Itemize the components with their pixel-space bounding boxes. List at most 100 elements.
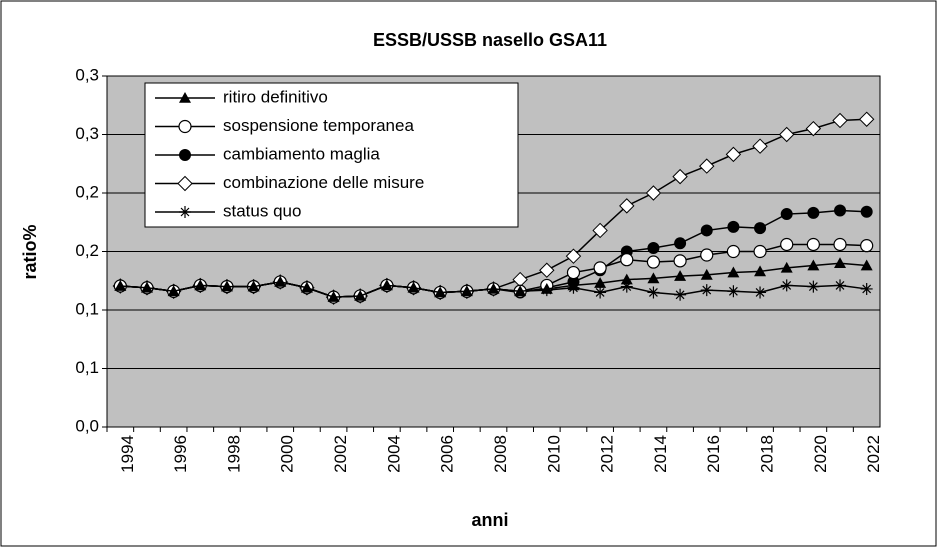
marker bbox=[700, 248, 714, 262]
marker bbox=[594, 286, 607, 299]
marker bbox=[780, 279, 793, 292]
marker bbox=[807, 206, 820, 219]
marker bbox=[834, 204, 847, 217]
x-tick-label: 2012 bbox=[598, 435, 617, 473]
marker bbox=[672, 168, 688, 185]
marker bbox=[752, 138, 768, 154]
marker bbox=[727, 266, 740, 278]
legend-label: cambiamento maglia bbox=[223, 144, 380, 163]
marker bbox=[674, 288, 687, 301]
marker bbox=[647, 241, 660, 254]
y-tick-label: 0,2 bbox=[75, 182, 99, 201]
y-tick-label: 0,2 bbox=[75, 241, 99, 260]
legend-marker bbox=[177, 175, 193, 192]
legend-marker bbox=[179, 206, 191, 218]
marker bbox=[727, 220, 740, 233]
x-tick-label: 1996 bbox=[171, 435, 190, 473]
legend-label: ritiro definitivo bbox=[223, 87, 328, 106]
marker bbox=[806, 237, 820, 252]
marker bbox=[833, 237, 847, 252]
marker bbox=[700, 268, 713, 280]
marker bbox=[140, 281, 153, 293]
marker bbox=[700, 284, 713, 297]
marker bbox=[780, 208, 793, 221]
marker bbox=[407, 281, 420, 293]
marker bbox=[807, 280, 820, 293]
marker bbox=[327, 291, 340, 302]
marker bbox=[807, 259, 820, 271]
marker bbox=[699, 158, 715, 174]
x-tick-label: 2018 bbox=[758, 435, 777, 473]
marker bbox=[725, 146, 742, 163]
x-tick-label: 2014 bbox=[651, 435, 670, 473]
marker bbox=[619, 198, 635, 214]
x-tick-label: 2000 bbox=[278, 435, 297, 473]
marker bbox=[674, 270, 687, 281]
marker bbox=[354, 289, 367, 301]
marker bbox=[514, 285, 527, 297]
x-tick-label: 2006 bbox=[438, 435, 457, 473]
y-tick-label: 0,0 bbox=[75, 416, 99, 435]
marker bbox=[805, 120, 822, 137]
x-tick-label: 2020 bbox=[811, 435, 830, 473]
x-tick-label: 2016 bbox=[704, 435, 723, 473]
marker bbox=[832, 112, 848, 129]
marker bbox=[565, 248, 582, 264]
marker bbox=[700, 224, 713, 237]
marker bbox=[753, 244, 767, 259]
marker bbox=[674, 237, 687, 250]
plot-border bbox=[106, 75, 881, 428]
x-tick-label: 2004 bbox=[384, 435, 403, 473]
legend-label: status quo bbox=[223, 201, 301, 220]
marker bbox=[673, 254, 687, 268]
marker bbox=[780, 237, 794, 252]
x-tick-label: 2008 bbox=[491, 435, 510, 473]
marker bbox=[754, 286, 767, 299]
marker bbox=[647, 286, 660, 299]
marker bbox=[834, 279, 847, 292]
y-tick-label: 0,3 bbox=[75, 65, 99, 84]
marker bbox=[860, 205, 873, 218]
legend-marker bbox=[179, 149, 191, 161]
marker bbox=[274, 275, 287, 287]
legend-label: combinazione delle misure bbox=[223, 173, 424, 192]
marker bbox=[620, 273, 633, 285]
marker bbox=[727, 285, 740, 298]
marker bbox=[300, 281, 313, 293]
marker bbox=[460, 285, 473, 297]
marker bbox=[380, 279, 393, 291]
y-axis-label: ratio% bbox=[20, 224, 40, 279]
legend-marker bbox=[178, 119, 192, 134]
marker bbox=[593, 261, 607, 275]
marker bbox=[860, 282, 873, 295]
marker bbox=[114, 280, 127, 291]
chart-title: ESSB/USSB nasello GSA11 bbox=[373, 30, 607, 50]
marker bbox=[540, 282, 553, 294]
y-tick-label: 0,1 bbox=[75, 299, 99, 318]
y-tick-label: 0,3 bbox=[75, 124, 99, 143]
marker bbox=[858, 111, 875, 127]
marker bbox=[834, 257, 847, 268]
x-tick-label: 1998 bbox=[224, 435, 243, 473]
marker bbox=[620, 280, 633, 293]
marker bbox=[247, 280, 260, 292]
x-tick-label: 2002 bbox=[331, 435, 350, 473]
marker bbox=[754, 222, 767, 235]
marker bbox=[194, 279, 207, 291]
marker bbox=[220, 280, 233, 292]
marker bbox=[778, 126, 795, 143]
marker bbox=[487, 282, 500, 294]
x-tick-label: 1994 bbox=[118, 435, 137, 473]
marker bbox=[860, 239, 874, 253]
marker bbox=[754, 265, 767, 277]
marker bbox=[860, 259, 873, 271]
x-tick-label: 2022 bbox=[864, 435, 883, 473]
marker bbox=[620, 253, 634, 267]
marker bbox=[780, 261, 793, 273]
marker bbox=[567, 279, 580, 291]
marker bbox=[647, 272, 660, 284]
legend-marker bbox=[179, 92, 191, 103]
marker bbox=[539, 262, 555, 278]
marker bbox=[592, 222, 608, 239]
